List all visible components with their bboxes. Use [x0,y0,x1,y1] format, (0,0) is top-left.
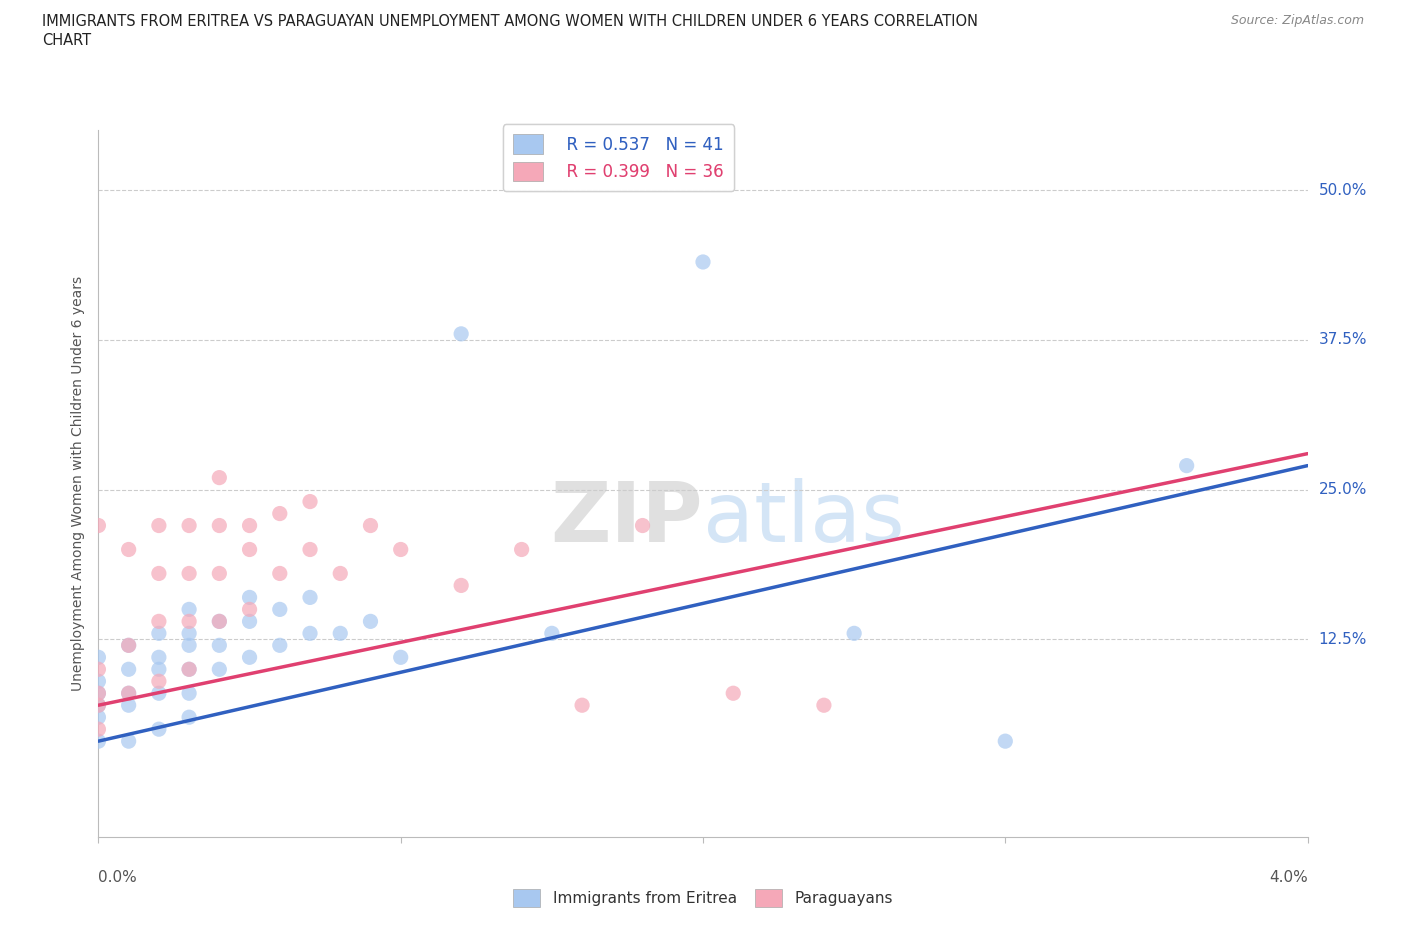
Point [723,685,745,700]
Point [87,650,110,665]
Point [148,566,170,581]
Point [118,685,141,700]
Text: 25.0%: 25.0% [1319,482,1367,498]
Point [87,518,110,533]
Point [87,710,110,724]
Point [118,638,141,653]
Point [269,638,291,653]
Point [450,578,472,592]
Point [359,614,381,629]
Point [208,638,231,653]
Text: 12.5%: 12.5% [1319,631,1367,647]
Point [239,518,262,533]
Point [87,698,110,712]
Y-axis label: Unemployment Among Women with Children Under 6 years: Unemployment Among Women with Children U… [72,276,86,691]
Point [299,542,322,557]
Point [179,614,201,629]
Text: 4.0%: 4.0% [1268,870,1308,884]
Point [179,710,201,724]
Text: CHART: CHART [42,33,91,47]
Point [118,698,141,712]
Point [1175,458,1198,473]
Point [208,614,231,629]
Text: ZIP: ZIP [551,478,703,560]
Point [208,471,231,485]
Text: IMMIGRANTS FROM ERITREA VS PARAGUAYAN UNEMPLOYMENT AMONG WOMEN WITH CHILDREN UND: IMMIGRANTS FROM ERITREA VS PARAGUAYAN UN… [42,14,979,29]
Point [389,650,412,665]
Point [87,662,110,677]
Point [148,662,170,677]
Point [118,542,141,557]
Point [148,650,170,665]
Point [450,326,472,341]
Point [208,566,231,581]
Point [571,698,593,712]
Point [87,685,110,700]
Point [299,626,322,641]
Point [148,626,170,641]
Point [148,518,170,533]
Point [540,626,562,641]
Point [359,518,381,533]
Point [239,542,262,557]
Legend:   R = 0.537   N = 41,   R = 0.399   N = 36: R = 0.537 N = 41, R = 0.399 N = 36 [503,125,734,192]
Point [239,590,262,604]
Point [179,662,201,677]
Point [148,685,170,700]
Point [994,734,1017,749]
Text: 37.5%: 37.5% [1319,332,1367,347]
Point [118,638,141,653]
Point [269,566,291,581]
Legend: Immigrants from Eritrea, Paraguayans: Immigrants from Eritrea, Paraguayans [506,884,900,913]
Point [692,255,714,270]
Point [148,614,170,629]
Point [844,626,866,641]
Point [269,506,291,521]
Point [208,614,231,629]
Point [87,685,110,700]
Point [118,734,141,749]
Point [118,662,141,677]
Point [299,494,322,509]
Point [329,626,352,641]
Point [179,566,201,581]
Point [179,602,201,617]
Point [813,698,835,712]
Point [118,685,141,700]
Text: 50.0%: 50.0% [1319,182,1367,197]
Point [269,602,291,617]
Point [87,734,110,749]
Point [239,650,262,665]
Point [179,662,201,677]
Point [87,674,110,689]
Point [179,638,201,653]
Point [179,685,201,700]
Point [208,518,231,533]
Point [510,542,533,557]
Point [239,602,262,617]
Point [329,566,352,581]
Point [148,722,170,737]
Point [389,542,412,557]
Point [179,518,201,533]
Point [87,698,110,712]
Point [208,662,231,677]
Text: 0.0%: 0.0% [98,870,138,884]
Point [631,518,654,533]
Point [179,626,201,641]
Point [87,722,110,737]
Text: Source: ZipAtlas.com: Source: ZipAtlas.com [1230,14,1364,27]
Point [239,614,262,629]
Point [148,674,170,689]
Text: atlas: atlas [703,478,904,560]
Point [299,590,322,604]
